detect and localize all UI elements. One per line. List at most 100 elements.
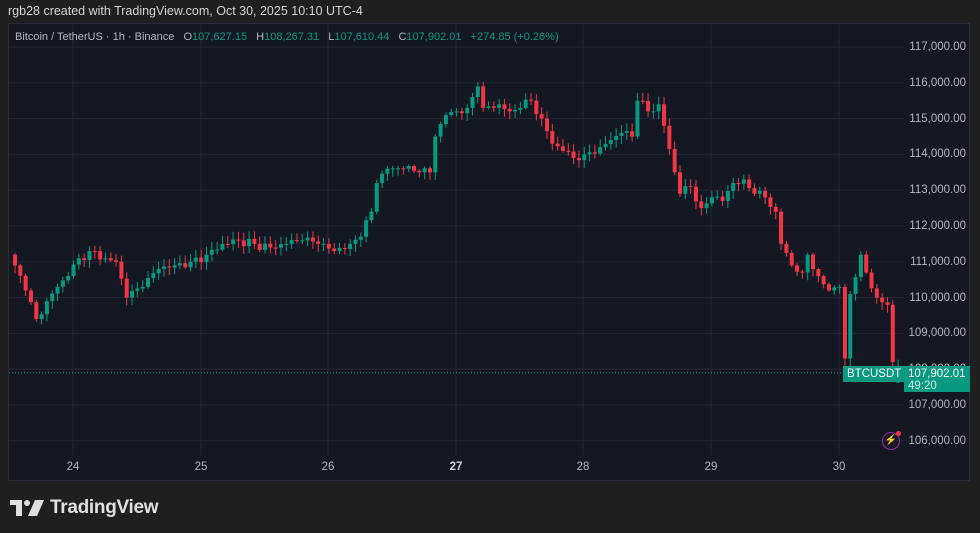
candle: [773, 206, 778, 212]
change-value: +274.85 (+0.26%): [470, 31, 559, 43]
high-value: 108,267.31: [264, 31, 320, 43]
candle: [837, 286, 842, 288]
candle: [795, 265, 800, 272]
candle: [486, 106, 491, 108]
candle: [108, 258, 113, 261]
candle: [231, 239, 236, 245]
candle: [390, 168, 395, 170]
candle: [300, 240, 305, 242]
candle: [209, 249, 214, 255]
candle: [348, 243, 353, 249]
candle: [481, 86, 486, 108]
candle: [598, 147, 603, 154]
tradingview-logo[interactable]: TradingView: [10, 497, 159, 519]
candle: [332, 248, 337, 252]
candle: [422, 168, 427, 173]
chart-frame: Bitcoin / TetherUS · 1h · Binance O107,6…: [8, 23, 970, 481]
candle: [50, 293, 55, 302]
candle: [864, 254, 869, 273]
candle: [412, 166, 416, 171]
candle: [385, 168, 390, 174]
candle: [140, 286, 145, 289]
candle: [826, 284, 831, 291]
last-price-value: 107,902.01: [908, 367, 966, 380]
candle: [66, 276, 71, 281]
close-value: 107,902.01: [406, 31, 462, 43]
candle: [443, 115, 448, 124]
candle: [624, 131, 629, 133]
candle: [380, 173, 385, 184]
candle: [529, 99, 534, 101]
open-label: O: [183, 31, 193, 43]
price-tick: 109,000.00: [908, 327, 966, 340]
candle: [630, 131, 635, 137]
candle: [82, 258, 87, 260]
candle: [545, 118, 549, 132]
candle: [805, 254, 810, 273]
candle: [720, 196, 725, 201]
candle: [880, 297, 885, 303]
candle: [731, 183, 736, 192]
price-tick: 112,000.00: [909, 220, 966, 232]
candle: [284, 243, 289, 245]
candle: [582, 154, 587, 161]
candle: [693, 186, 698, 202]
candle: [651, 111, 656, 113]
price-axis[interactable]: 117,000.00 116,000.00 115,000.00 114,000.00…: [904, 24, 970, 456]
candle: [608, 140, 613, 144]
candle: [741, 179, 746, 184]
candle: [534, 100, 539, 115]
candle: [193, 257, 198, 262]
candle: [784, 243, 789, 253]
candle: [603, 143, 608, 148]
chart-credit: rgb28 created with TradingView.com, Oct …: [8, 4, 363, 18]
candle: [406, 166, 411, 169]
candle: [635, 100, 640, 137]
candle: [247, 238, 252, 247]
candle: [215, 249, 220, 251]
time-tick: 25: [194, 461, 208, 473]
last-price-label: 107,902.01 49:20: [904, 365, 970, 392]
candle: [768, 197, 773, 207]
symbol-title[interactable]: Bitcoin / TetherUS · 1h · Binance: [15, 31, 175, 43]
candle: [44, 301, 49, 315]
candle: [555, 143, 560, 147]
candle: [257, 243, 262, 250]
candle: [614, 135, 619, 141]
candle: [523, 99, 528, 108]
candle: [374, 183, 379, 212]
candle: [337, 247, 342, 252]
candle: [858, 254, 863, 278]
candle: [39, 314, 44, 320]
symbol-price-tag: BTCUSDT: [843, 365, 904, 382]
candle: [236, 239, 241, 241]
price-tick: 110,000.00: [909, 291, 966, 304]
plot-area[interactable]: Bitcoin / TetherUS · 1h · Binance O107,6…: [9, 24, 904, 456]
candle: [71, 264, 76, 277]
candle: [779, 211, 784, 244]
time-axis[interactable]: 24 25 26 27 28 29 30: [9, 456, 904, 480]
candle: [539, 114, 544, 119]
candle: [417, 170, 422, 173]
open-value: 107,627.15: [192, 31, 248, 43]
candle: [124, 278, 129, 298]
candle: [396, 168, 401, 170]
price-tick: 115,000.00: [909, 112, 966, 125]
candle: [60, 280, 65, 287]
candle: [832, 287, 837, 291]
lightning-alert-icon[interactable]: ⚡: [882, 430, 901, 450]
candle: [401, 168, 406, 170]
candle: [167, 266, 172, 268]
candle: [640, 100, 645, 102]
time-tick: 29: [704, 461, 718, 473]
price-tick: 116,000.00: [909, 76, 966, 89]
time-tick: 24: [66, 461, 80, 473]
candle: [321, 243, 326, 245]
candle: [199, 257, 204, 263]
candle: [459, 111, 464, 114]
candle: [342, 247, 347, 249]
candle: [241, 240, 246, 247]
candle: [576, 157, 581, 161]
candle: [364, 220, 369, 237]
candle: [454, 111, 459, 113]
